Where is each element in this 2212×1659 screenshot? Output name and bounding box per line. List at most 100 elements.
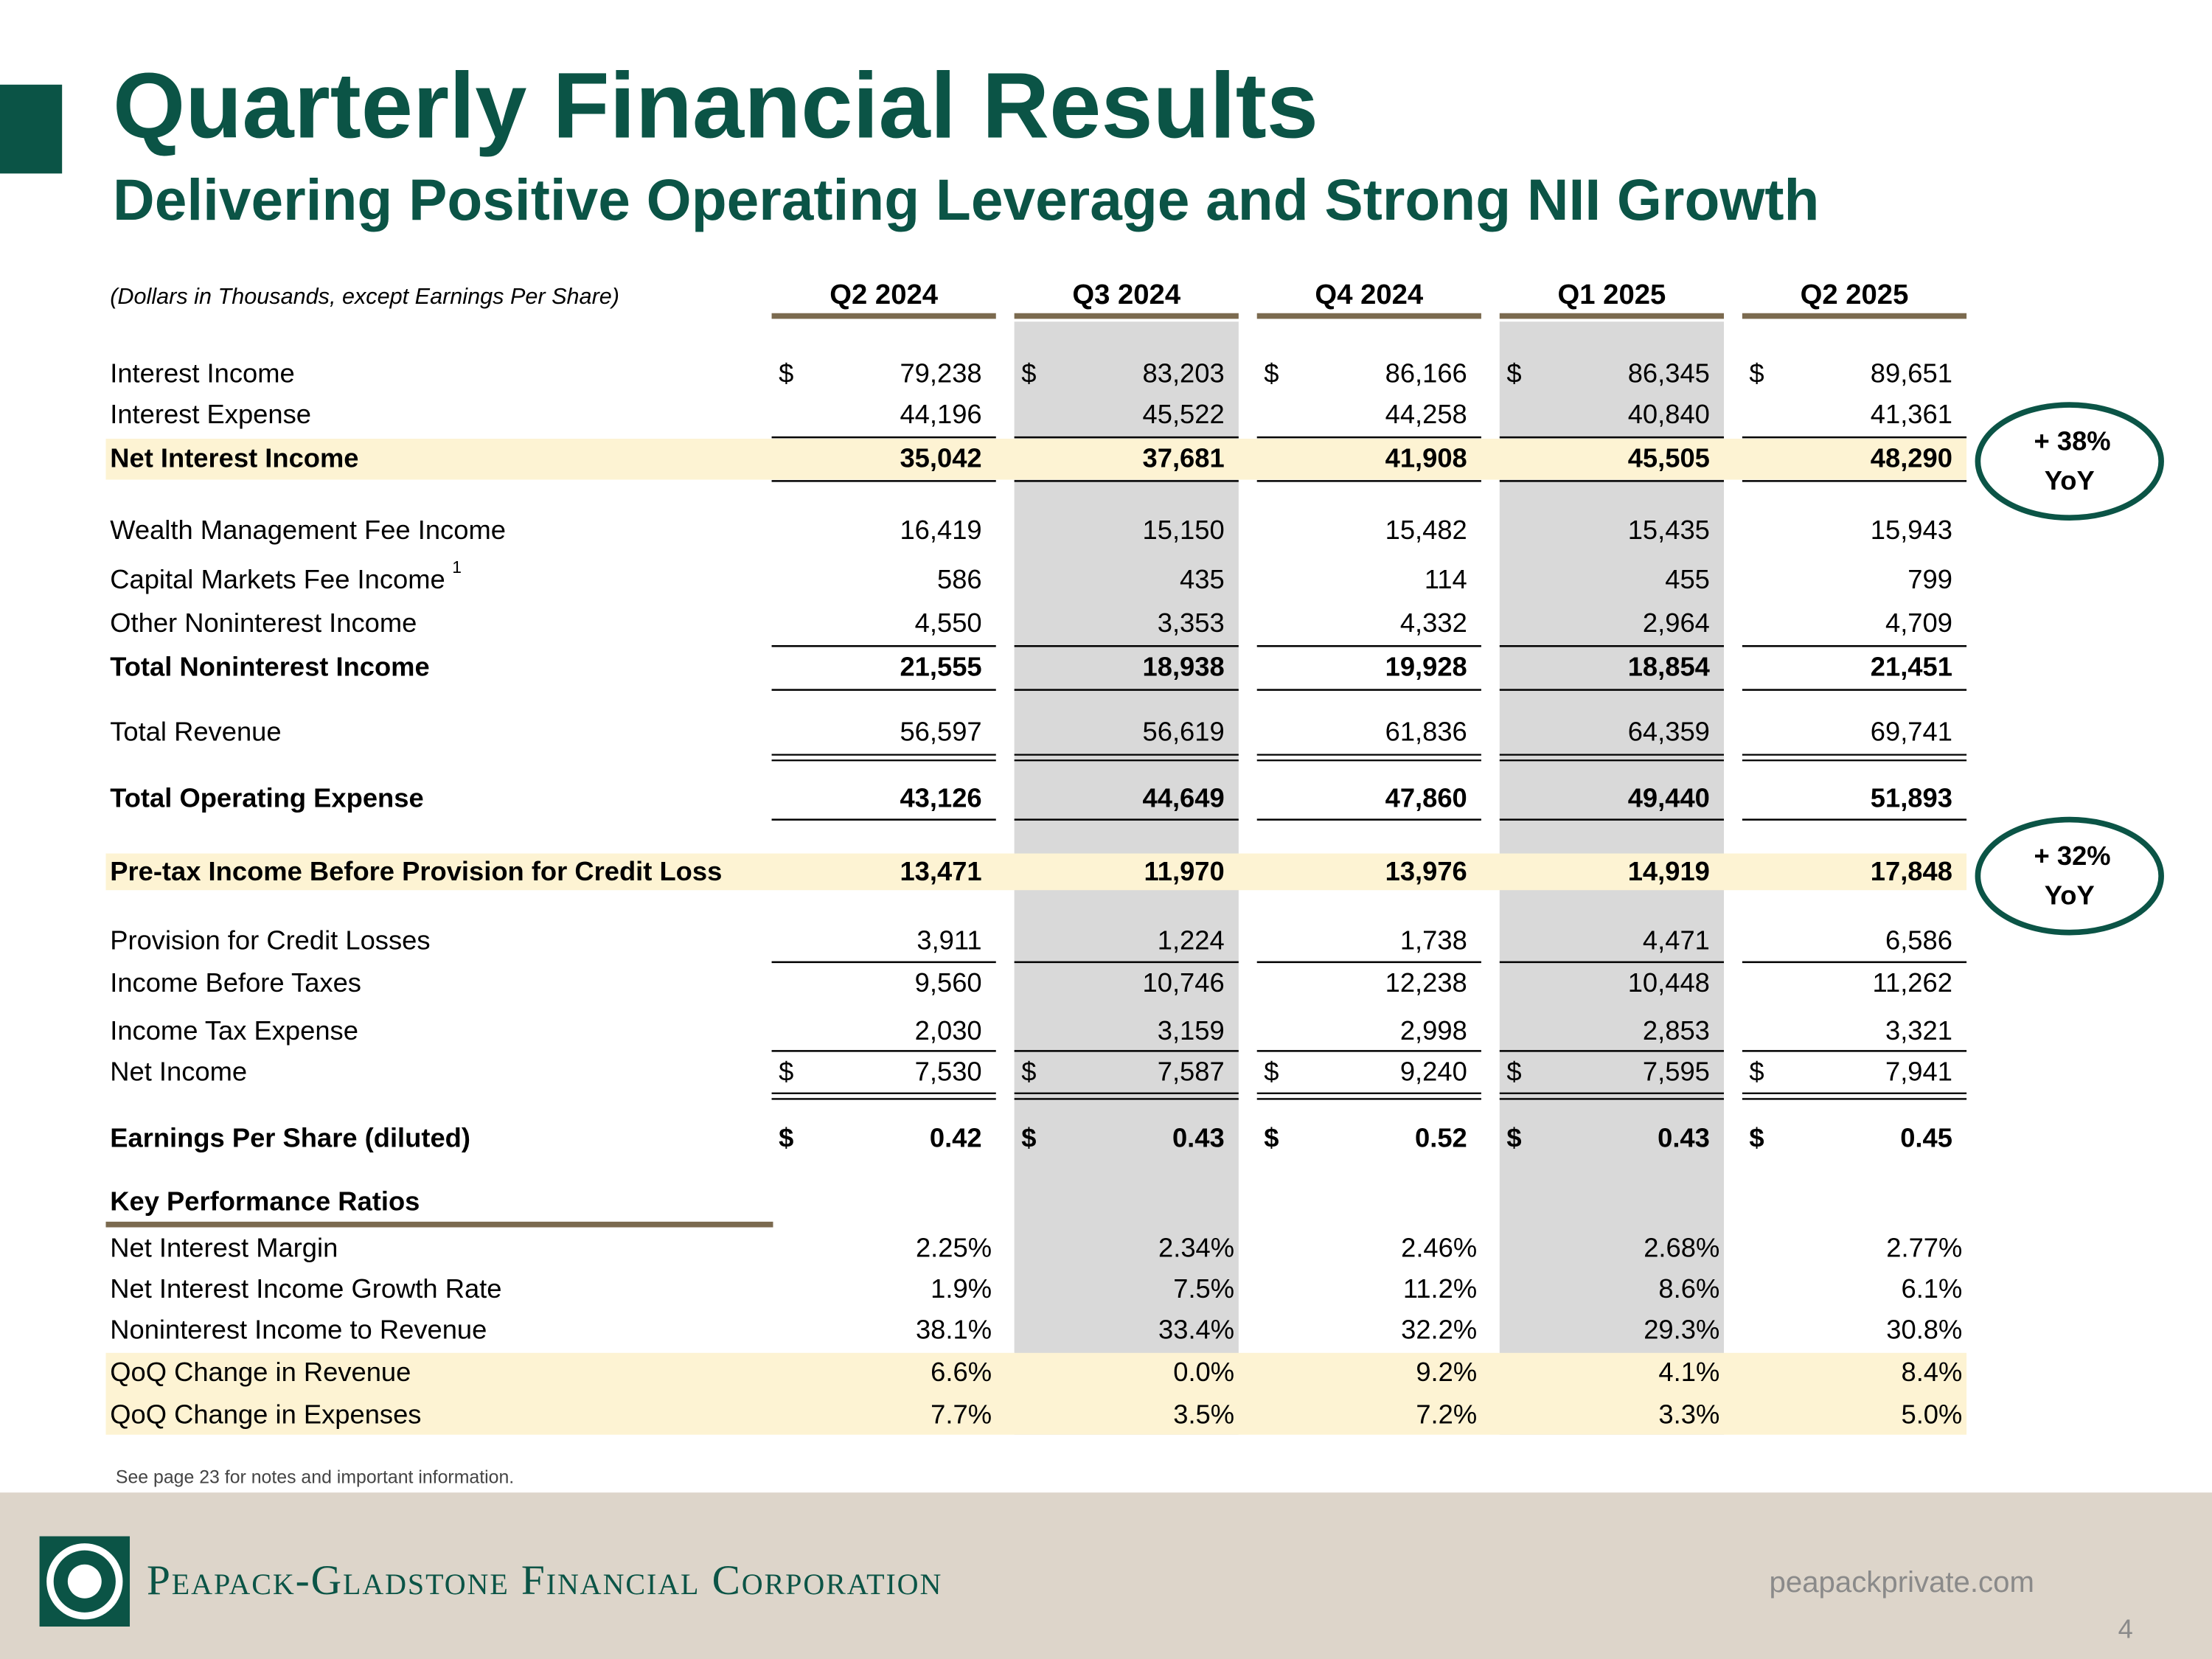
currency-sign: $: [1264, 1123, 1279, 1153]
cell-value: 3.5%: [1173, 1399, 1234, 1430]
row-label: Other Noninterest Income: [110, 608, 417, 638]
cell-value: 12,238: [1385, 967, 1467, 998]
row-highlight: [105, 1352, 1967, 1435]
row-label: Total Operating Expense: [110, 782, 423, 813]
row-label: Key Performance Ratios: [110, 1186, 420, 1217]
cell-value: 44,196: [900, 399, 981, 429]
section-rule: [105, 1221, 773, 1228]
cell-value: 3,911: [917, 925, 981, 956]
cell-value: 4.1%: [1658, 1357, 1719, 1387]
cell-value: 1,224: [1158, 925, 1225, 956]
cell-value: 435: [1180, 564, 1225, 594]
cell-value: 15,150: [1143, 515, 1225, 545]
cell-value: 6,586: [1885, 925, 1952, 956]
row-label: QoQ Change in Expenses: [110, 1399, 421, 1430]
cell-value: 2.25%: [916, 1233, 992, 1263]
cell-value: 45,522: [1143, 399, 1225, 429]
currency-sign: $: [1506, 1123, 1521, 1153]
cell-value: 79,238: [900, 358, 981, 389]
cell-value: 13,471: [900, 856, 981, 886]
cell-value: 5.0%: [1902, 1399, 1963, 1430]
page-number: 4: [2118, 1613, 2133, 1644]
row-label: Interest Expense: [110, 399, 311, 429]
cell-value: 29.3%: [1644, 1315, 1719, 1345]
header-rule: [1014, 313, 1239, 319]
cell-value: 13,976: [1385, 856, 1467, 886]
cell-value: 69,741: [1871, 717, 1952, 747]
cell-value: 2.34%: [1158, 1233, 1234, 1263]
cell-value: 9,240: [1400, 1057, 1467, 1087]
cell-value: 10,448: [1628, 967, 1710, 998]
cell-value: 0.42: [930, 1123, 982, 1153]
cell-value: 15,943: [1871, 515, 1952, 545]
company-name: Peapack-Gladstone Financial Corporation: [147, 1557, 942, 1604]
cell-value: 64,359: [1628, 717, 1710, 747]
cell-value: 40,840: [1628, 399, 1710, 429]
cell-value: 455: [1665, 564, 1710, 594]
cell-value: 8.6%: [1658, 1273, 1719, 1304]
footer-band: [0, 1492, 2212, 1659]
callout-period: YoY: [2045, 465, 2095, 495]
cell-value: 7,530: [915, 1057, 982, 1087]
row-label: Noninterest Income to Revenue: [110, 1315, 487, 1345]
cell-value: 56,619: [1143, 717, 1225, 747]
title: Quarterly Financial Results: [113, 53, 1318, 157]
cell-value: 86,345: [1628, 358, 1710, 389]
cell-value: 18,854: [1628, 651, 1711, 681]
cell-value: 3,321: [1885, 1015, 1952, 1046]
cell-value: 44,258: [1385, 399, 1467, 429]
cell-value: 86,166: [1385, 358, 1467, 389]
cell-value: 3,353: [1158, 608, 1225, 638]
currency-sign: $: [1264, 358, 1279, 389]
currency-sign: $: [1749, 1123, 1764, 1153]
row-label: Interest Income: [110, 358, 294, 389]
row-highlight: [105, 853, 1967, 891]
cell-value: 2.46%: [1401, 1233, 1477, 1263]
row-label: Earnings Per Share (diluted): [110, 1123, 470, 1153]
cell-value: 38.1%: [916, 1315, 992, 1345]
cell-value: 0.0%: [1173, 1357, 1234, 1387]
table-note: (Dollars in Thousands, except Earnings P…: [110, 284, 619, 309]
cell-value: 11,262: [1872, 967, 1952, 998]
cell-value: 0.43: [1658, 1123, 1710, 1153]
currency-sign: $: [1021, 1057, 1036, 1087]
row-label: Provision for Credit Losses: [110, 925, 430, 956]
footnote-marker: 1: [452, 557, 462, 577]
column-header: Q3 2024: [1072, 279, 1180, 310]
cell-value: 6.1%: [1902, 1273, 1963, 1304]
cell-value: 15,435: [1628, 515, 1710, 545]
column-header: Q2 2024: [830, 279, 938, 310]
cell-value: 61,836: [1385, 717, 1467, 747]
cell-value: 21,451: [1871, 651, 1952, 681]
cell-value: 48,290: [1871, 442, 1952, 473]
cell-value: 1.9%: [931, 1273, 992, 1304]
cell-value: 7,595: [1643, 1057, 1710, 1087]
callout-oval: [1975, 402, 2164, 521]
cell-value: 4,332: [1400, 608, 1467, 638]
currency-sign: $: [1021, 1123, 1036, 1153]
row-label: Net Income: [110, 1057, 247, 1087]
cell-value: 51,893: [1871, 782, 1952, 813]
cell-value: 1,738: [1400, 925, 1467, 956]
row-label: Net Interest Income Growth Rate: [110, 1273, 501, 1304]
cell-value: 49,440: [1628, 782, 1710, 813]
row-label: Capital Markets Fee Income: [110, 564, 445, 594]
row-label: Total Revenue: [110, 717, 281, 747]
cell-value: 41,908: [1385, 442, 1467, 473]
cell-value: 43,126: [900, 782, 981, 813]
column-header: Q1 2025: [1558, 279, 1666, 310]
cell-value: 3,159: [1158, 1015, 1225, 1046]
cell-value: 3.3%: [1658, 1399, 1719, 1430]
accent-block: [0, 84, 63, 174]
cell-value: 14,919: [1628, 856, 1710, 886]
cell-value: 7.7%: [931, 1399, 992, 1430]
cell-value: 2.77%: [1886, 1233, 1962, 1263]
cell-value: 19,928: [1385, 651, 1467, 681]
currency-sign: $: [779, 1057, 793, 1087]
cell-value: 9,560: [915, 967, 982, 998]
logo: [39, 1536, 131, 1627]
cell-value: 32.2%: [1401, 1315, 1477, 1345]
cell-value: 33.4%: [1158, 1315, 1234, 1345]
